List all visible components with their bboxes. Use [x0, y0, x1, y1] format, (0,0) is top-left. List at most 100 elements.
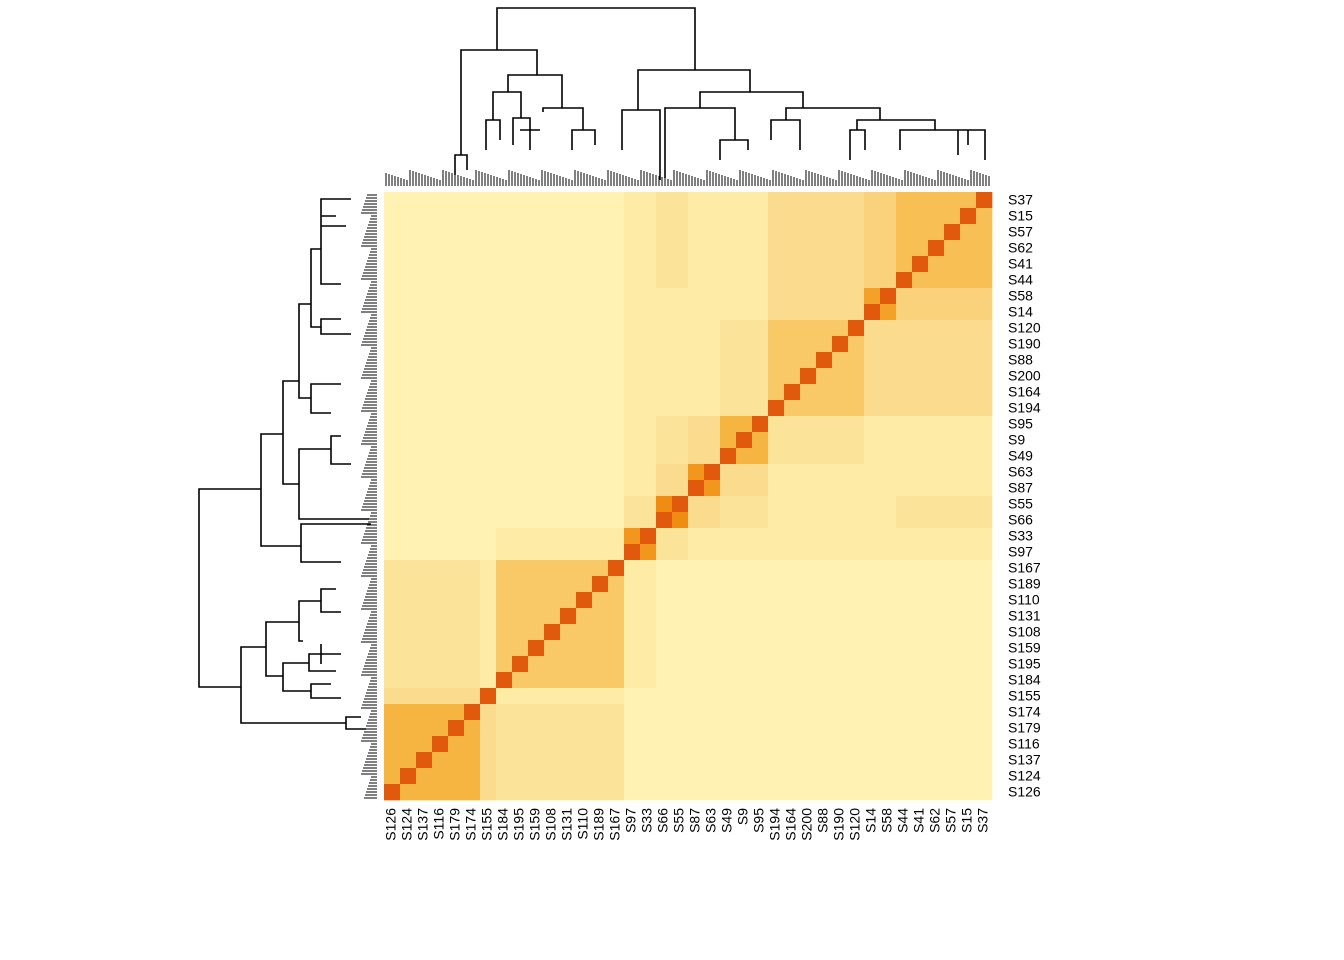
- cell: [576, 448, 593, 465]
- cell: [608, 624, 625, 641]
- cell: [736, 448, 753, 465]
- cell: [912, 576, 929, 593]
- cell: [896, 768, 913, 785]
- cell: [720, 688, 737, 705]
- cell: [688, 448, 705, 465]
- cell: [512, 464, 529, 481]
- cell: [768, 528, 785, 545]
- cell: [624, 672, 641, 689]
- cell: [496, 368, 513, 385]
- cell: [560, 672, 577, 689]
- cell: [736, 288, 753, 305]
- cell: [864, 688, 881, 705]
- cell: [576, 672, 593, 689]
- cell: [416, 480, 433, 497]
- row-label: S184: [1008, 672, 1041, 688]
- cell: [672, 368, 689, 385]
- cell: [928, 688, 945, 705]
- cell: [416, 272, 433, 289]
- cell: [528, 416, 545, 433]
- cell: [592, 736, 609, 753]
- cell: [896, 288, 913, 305]
- cell: [560, 272, 577, 289]
- cell: [608, 368, 625, 385]
- cell: [944, 672, 961, 689]
- cell: [688, 720, 705, 737]
- cell: [976, 320, 993, 337]
- cell: [640, 368, 657, 385]
- row-label: S164: [1008, 384, 1041, 400]
- cell: [768, 560, 785, 577]
- cell: [720, 544, 737, 561]
- cell: [752, 768, 769, 785]
- cell: [576, 336, 593, 353]
- cell: [544, 448, 561, 465]
- cell: [560, 496, 577, 513]
- cell: [560, 784, 577, 801]
- cell: [832, 592, 849, 609]
- cell: [848, 384, 865, 401]
- cell: [880, 560, 897, 577]
- cell: [512, 320, 529, 337]
- row-label: S131: [1008, 608, 1041, 624]
- cell: [976, 512, 993, 529]
- cell: [832, 688, 849, 705]
- cell: [448, 544, 465, 561]
- cell: [944, 304, 961, 321]
- cell: [832, 480, 849, 497]
- cell: [912, 384, 929, 401]
- cell: [560, 704, 577, 721]
- cell: [608, 592, 625, 609]
- cell: [880, 400, 897, 417]
- cell: [736, 640, 753, 657]
- cell: [720, 592, 737, 609]
- cell: [864, 320, 881, 337]
- cell: [784, 784, 801, 801]
- cell: [864, 672, 881, 689]
- cell: [400, 464, 417, 481]
- cell: [416, 624, 433, 641]
- cell: [640, 320, 657, 337]
- cell: [608, 304, 625, 321]
- cell: [768, 720, 785, 737]
- cell: [736, 624, 753, 641]
- cell: [848, 688, 865, 705]
- cell: [528, 384, 545, 401]
- cell: [528, 704, 545, 721]
- cell: [672, 192, 689, 209]
- cell: [912, 544, 929, 561]
- cell: [800, 192, 817, 209]
- cell: [672, 288, 689, 305]
- cell: [464, 496, 481, 513]
- cell: [736, 752, 753, 769]
- cell: [848, 336, 865, 353]
- cell: [624, 560, 641, 577]
- cell: [688, 288, 705, 305]
- cell: [864, 528, 881, 545]
- cell: [416, 592, 433, 609]
- cell: [480, 752, 497, 769]
- cell: [416, 560, 433, 577]
- cell: [720, 640, 737, 657]
- cell: [656, 736, 673, 753]
- cell: [528, 320, 545, 337]
- cell: [480, 736, 497, 753]
- cell: [672, 672, 689, 689]
- cell: [880, 288, 897, 305]
- cell: [416, 224, 433, 241]
- cell: [624, 512, 641, 529]
- cell: [928, 352, 945, 369]
- cell: [896, 208, 913, 225]
- cell: [384, 608, 401, 625]
- row-label: S62: [1008, 240, 1033, 256]
- cell: [640, 656, 657, 673]
- cell: [496, 320, 513, 337]
- cell: [528, 528, 545, 545]
- cell: [944, 656, 961, 673]
- cell: [624, 256, 641, 273]
- cell: [512, 416, 529, 433]
- row-label: S87: [1008, 480, 1033, 496]
- cell: [912, 192, 929, 209]
- cell: [784, 464, 801, 481]
- cell: [688, 688, 705, 705]
